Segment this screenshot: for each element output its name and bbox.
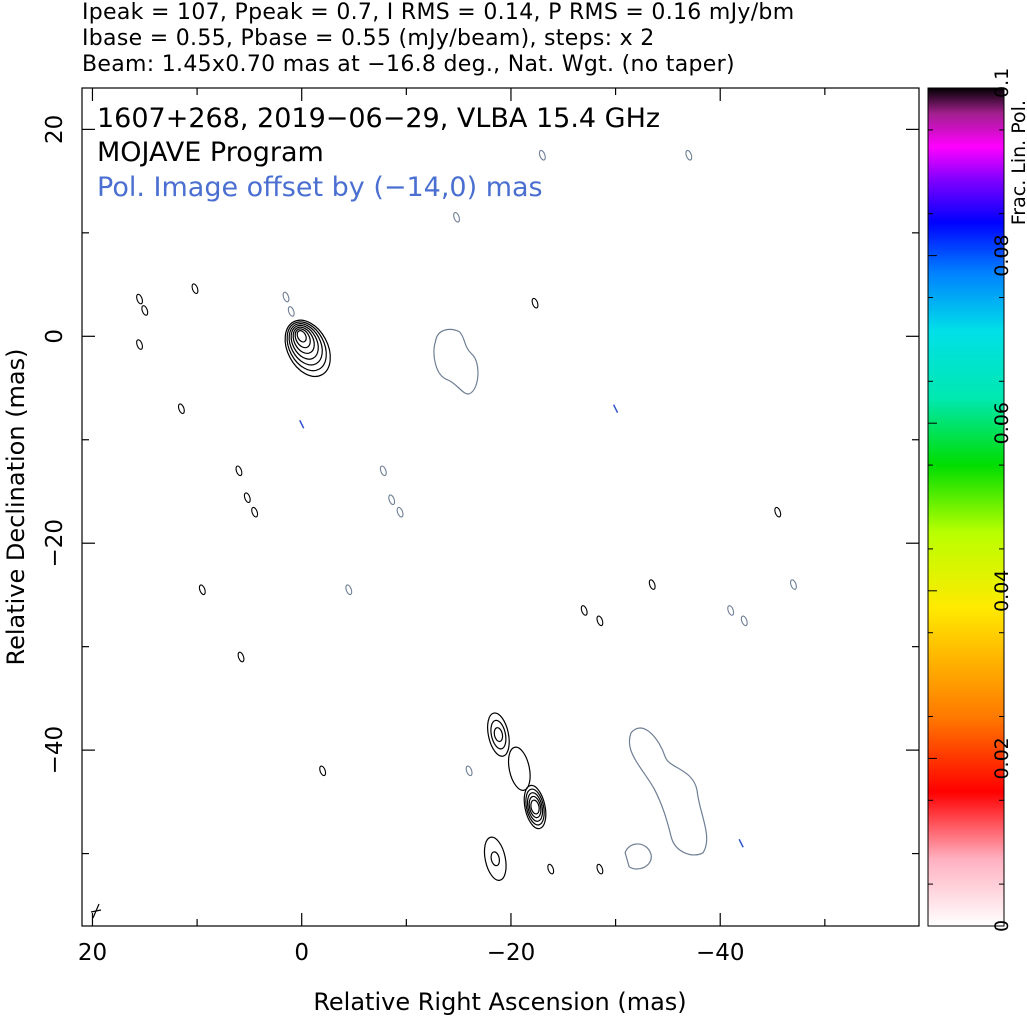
y-tick-label: 20: [42, 115, 68, 144]
evpa-vector: [299, 419, 305, 429]
lobe-contour: [490, 719, 507, 750]
core-contour: [296, 330, 307, 343]
tick-layer: [82, 88, 919, 926]
lobe-contour: [487, 712, 510, 757]
noise-contour: [531, 297, 539, 309]
noise-contour: [596, 863, 604, 875]
x-tick-label: 0: [294, 940, 309, 966]
noise-contour: [727, 605, 735, 616]
evpa-vector: [612, 404, 619, 414]
header-base-levels: Ibase = 0.55, Pbase = 0.55 (mJy/beam), s…: [82, 26, 655, 51]
colorbar: [927, 87, 1005, 927]
noise-contour: [465, 765, 473, 777]
noise-contour: [141, 305, 149, 316]
noise-contour: [243, 492, 251, 504]
noise-contour: [388, 494, 396, 506]
x-tick-label: −40: [696, 940, 745, 966]
lobe-contour: [493, 727, 504, 743]
noise-contour: [685, 149, 693, 161]
noise-contour: [538, 149, 546, 161]
annotation-program: MOJAVE Program: [97, 137, 324, 168]
annotation-pol-offset: Pol. Image offset by (−14,0) mas: [97, 172, 543, 203]
core-contour: [290, 324, 319, 360]
lobe-contour: [523, 784, 547, 830]
lobe-contour: [530, 799, 540, 815]
lobe-contour: [528, 795, 542, 819]
noise-contour: [235, 465, 243, 477]
x-tick-label: −20: [487, 940, 536, 966]
y-tick-label: −20: [42, 519, 68, 568]
contour-layer: [284, 319, 708, 881]
plot-frame: [81, 87, 920, 927]
y-axis-label: Relative Declination (mas): [2, 348, 30, 665]
noise-contour: [191, 283, 199, 295]
noise-contour: [740, 615, 748, 627]
core-contour: [294, 328, 311, 349]
core-contour: [286, 321, 327, 372]
pol-contour-lobe: [628, 727, 708, 856]
colorbar-tick-label: 0.1: [991, 68, 1013, 98]
noise-contour: [648, 579, 656, 590]
core-contour: [284, 319, 331, 377]
lobe-contour: [525, 788, 545, 826]
noise-contour: [177, 403, 185, 415]
noise-contour: [379, 465, 387, 477]
colorbar-tick-label: 0.08: [991, 234, 1013, 276]
y-tick-labels: 20 0 −20 −40: [42, 115, 68, 775]
noise-contour-layer: [136, 149, 797, 875]
x-axis-label: Relative Right Ascension (mas): [313, 988, 686, 1016]
noise-contour: [198, 584, 206, 596]
lobe-contour: [483, 836, 507, 881]
colorbar-label: Frac. Lin. Pol.: [1008, 100, 1027, 225]
core-contour: [292, 326, 315, 355]
noise-contour: [282, 291, 290, 303]
pol-contour-lobe-blob: [624, 843, 652, 870]
evpa-vector: [738, 838, 744, 848]
noise-contour: [396, 506, 404, 518]
colorbar-tick-label: 0.02: [991, 737, 1013, 779]
colorbar-ticks: [928, 87, 1004, 927]
colorbar-tick-labels: 0 0.02 0.04 0.06 0.08 0.1: [991, 68, 1013, 932]
header-beam: Beam: 1.45x0.70 mas at −16.8 deg., Nat. …: [82, 52, 735, 77]
lobe-contour: [490, 851, 501, 867]
colorbar-tick-label: 0.04: [991, 570, 1013, 612]
noise-contour: [580, 605, 588, 616]
lobe-contour: [526, 792, 544, 822]
noise-contour: [136, 293, 143, 305]
x-tick-label: 20: [78, 940, 107, 966]
noise-contour: [596, 615, 604, 627]
core-contour: [288, 323, 323, 366]
noise-contour: [547, 863, 555, 875]
noise-contour: [453, 211, 461, 223]
lobe-contour: [507, 746, 531, 791]
noise-contour: [789, 579, 797, 590]
pol-contour-core: [433, 328, 479, 395]
header-stats: Ipeak = 107, Ppeak = 0.7, I RMS = 0.14, …: [82, 0, 795, 25]
noise-contour: [319, 765, 327, 777]
x-tick-labels: 20 0 −20 −40: [78, 940, 745, 966]
y-tick-label: 0: [42, 329, 68, 344]
noise-contour: [251, 506, 259, 518]
noise-contour: [237, 651, 245, 663]
y-tick-label: −40: [42, 726, 68, 775]
beam-marker: [90, 903, 102, 919]
colorbar-tick-label: 0.06: [991, 402, 1013, 444]
noise-contour: [136, 339, 143, 350]
annotation-source: 1607+268, 2019−06−29, VLBA 15.4 GHz: [97, 103, 660, 134]
noise-contour: [774, 506, 782, 518]
colorbar-tick-label: 0: [991, 920, 1013, 932]
noise-contour: [345, 584, 353, 596]
noise-contour: [287, 306, 295, 317]
